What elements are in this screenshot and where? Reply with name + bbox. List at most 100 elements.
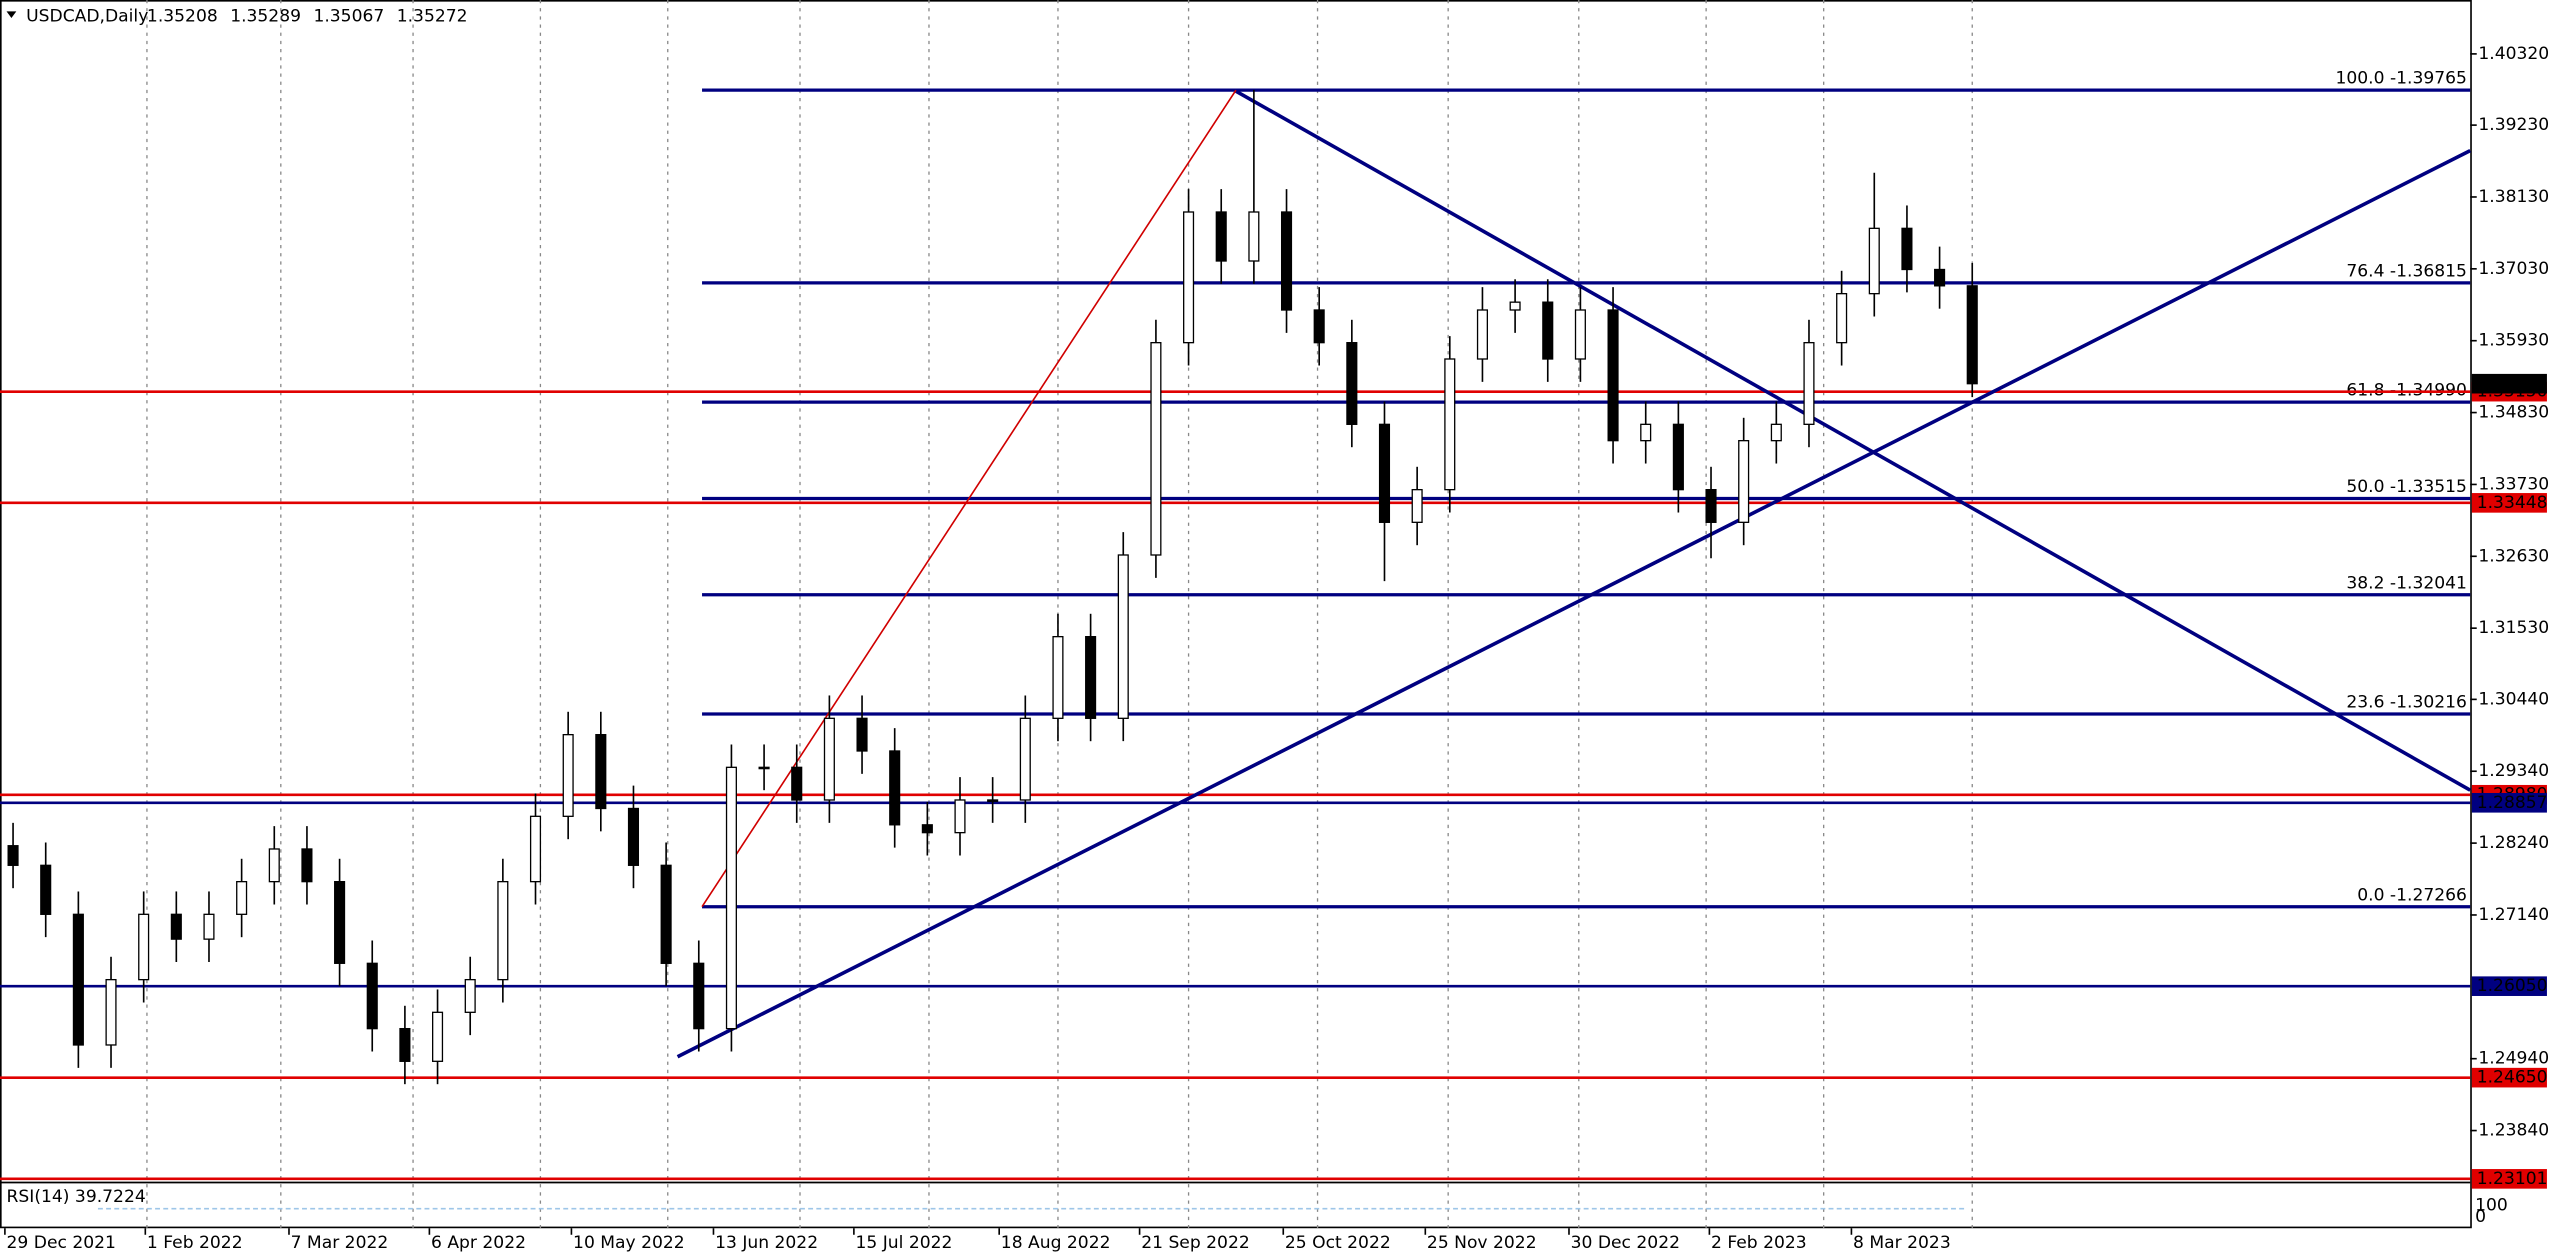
header-value: 1.35067	[313, 6, 384, 26]
trendline	[1235, 89, 2472, 792]
level-label: 1.24650	[2477, 1068, 2548, 1088]
rsi-tick-label: 100	[2475, 1195, 2508, 1215]
candle	[366, 940, 378, 1052]
y-tick-label: 1.32630	[2478, 546, 2549, 566]
x-tick-label: 6 Apr 2022	[431, 1233, 526, 1253]
candle	[1117, 532, 1129, 742]
candle	[823, 695, 835, 823]
candle-body	[889, 750, 901, 826]
candle	[1966, 262, 1978, 398]
candle-body	[1444, 358, 1456, 491]
candle-body	[1019, 717, 1031, 801]
candle	[268, 826, 280, 905]
candle	[1705, 466, 1717, 559]
level-tag	[2471, 1067, 2547, 1088]
x-tick-label: 10 May 2022	[573, 1233, 685, 1253]
candle	[301, 826, 313, 905]
candle	[595, 711, 607, 832]
candle-body	[1378, 423, 1391, 523]
candle	[1052, 613, 1064, 742]
x-tick-label: 15 Jul 2022	[856, 1233, 953, 1253]
candle-body	[1150, 342, 1162, 556]
trendline	[701, 89, 1237, 908]
candle	[1803, 319, 1815, 448]
candle	[399, 1005, 411, 1085]
candle	[1542, 279, 1554, 382]
chart-title: USDCAD,Daily	[26, 6, 148, 26]
candle-body	[1770, 423, 1782, 442]
candle	[40, 842, 52, 938]
level-tag	[2471, 1169, 2547, 1189]
candle-body	[1085, 636, 1097, 719]
y-tick-label: 1.38130	[2478, 187, 2549, 207]
candle	[1868, 172, 1880, 317]
candle	[1248, 89, 1260, 284]
candle-body	[921, 824, 933, 834]
y-tick-label: 1.24940	[2478, 1049, 2549, 1069]
level-tag	[2471, 792, 2547, 813]
x-tick-label: 25 Nov 2022	[1427, 1233, 1537, 1253]
candle-body	[595, 734, 607, 810]
level-label: 1.26050	[2477, 976, 2548, 996]
x-tick-label: 1 Feb 2022	[147, 1233, 243, 1253]
fib-label: 0.0 -1.27266	[2357, 885, 2467, 905]
candle	[1640, 401, 1652, 464]
candle	[1019, 695, 1031, 823]
candle-body	[1542, 301, 1554, 360]
candle-body	[203, 913, 215, 940]
candle	[1770, 401, 1782, 464]
candle	[1738, 417, 1750, 546]
chart-frame	[0, 0, 2472, 1229]
candle-body	[432, 1011, 444, 1062]
candle	[1607, 287, 1619, 464]
candle-body	[1868, 227, 1880, 295]
candle-body	[105, 978, 117, 1046]
y-tick-label: 1.31530	[2478, 618, 2549, 638]
candle-body	[72, 913, 84, 1046]
level-label: 1.28857	[2477, 793, 2548, 813]
candle	[236, 858, 248, 938]
y-tick-label: 1.34830	[2478, 403, 2549, 423]
candle-body	[1672, 423, 1684, 491]
header-value: 1.35272	[397, 6, 468, 26]
y-tick-label: 1.39230	[2478, 115, 2549, 135]
candle-body	[1411, 489, 1423, 523]
candle	[1574, 287, 1586, 382]
candle	[105, 956, 117, 1068]
candle-body	[856, 717, 868, 752]
candle	[203, 891, 215, 963]
y-tick-label: 1.28240	[2478, 833, 2549, 853]
fib-label: 100.0 -1.39765	[2335, 69, 2466, 89]
candle	[170, 891, 182, 963]
candle-body	[791, 766, 803, 801]
menu-arrow[interactable]	[6, 11, 17, 18]
fib-label: 50.0 -1.33515	[2346, 477, 2467, 497]
header-value: 1.35208	[147, 6, 218, 26]
candle	[334, 858, 346, 987]
candle-body	[1346, 342, 1358, 425]
candle-body	[1934, 268, 1946, 287]
candle-body	[1705, 489, 1717, 523]
candle-body	[464, 978, 476, 1013]
y-tick-label: 1.40320	[2478, 44, 2549, 64]
candle-body	[268, 848, 280, 883]
y-tick-label: 1.23840	[2478, 1121, 2549, 1141]
level-tag	[2471, 493, 2547, 513]
y-tick-label: 1.27140	[2478, 905, 2549, 925]
candle-body	[1509, 301, 1521, 311]
candle-body	[823, 717, 835, 801]
x-tick-label: 7 Mar 2022	[291, 1233, 389, 1253]
candle-body	[627, 807, 640, 866]
candle	[627, 785, 640, 889]
level-tag	[2471, 976, 2547, 996]
candle	[1476, 287, 1489, 382]
candle	[660, 842, 672, 987]
candle	[1901, 205, 1913, 293]
candle	[1346, 319, 1358, 448]
y-tick-label: 1.37030	[2478, 259, 2549, 279]
rsi-tick-label: 0	[2475, 1207, 2486, 1227]
level-label: 1.23101	[2477, 1169, 2548, 1189]
candle-body	[1052, 636, 1064, 719]
x-tick-label: 21 Sep 2022	[1141, 1233, 1250, 1253]
